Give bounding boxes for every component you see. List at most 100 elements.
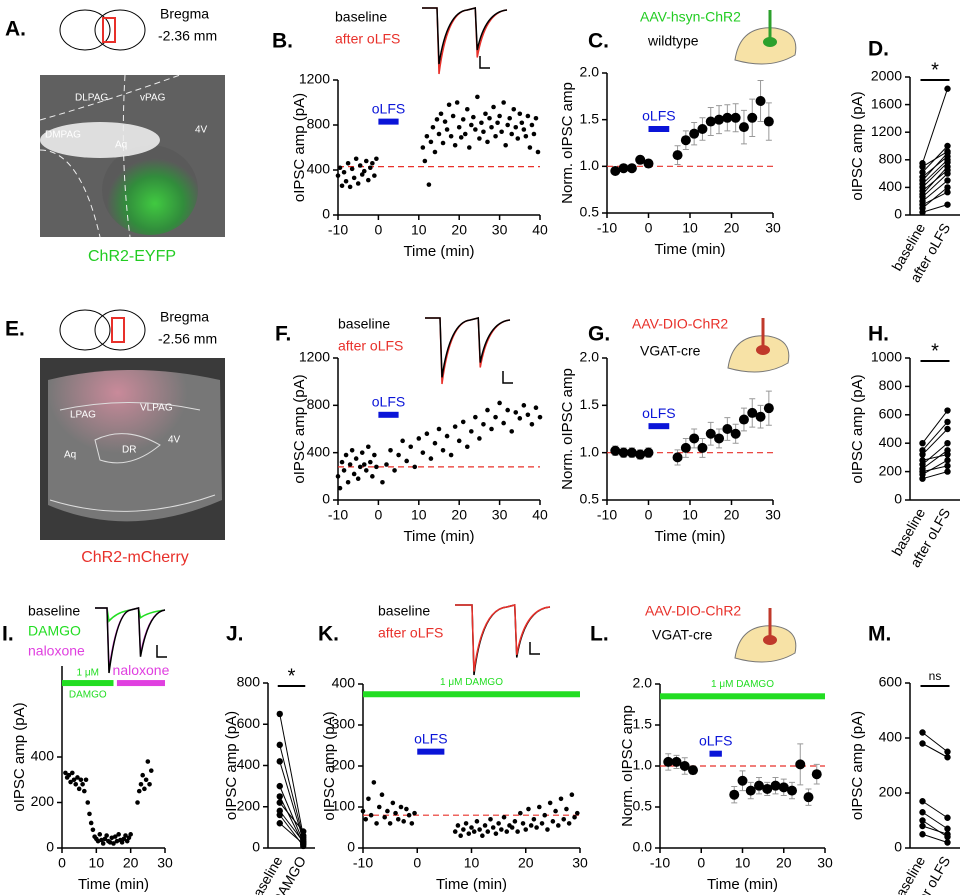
data-point <box>529 421 535 427</box>
y-tick-label: 400 <box>307 161 331 177</box>
x-tick-label: 10 <box>89 855 105 871</box>
data-point <box>438 111 444 117</box>
y-tick-label: 0 <box>252 839 260 855</box>
data-point <box>515 136 521 141</box>
data-point <box>499 827 504 832</box>
x-tick-label: 30 <box>157 855 173 871</box>
data-point <box>795 759 806 770</box>
x-tick-label: 10 <box>411 222 427 238</box>
data-point <box>944 177 951 184</box>
data-point <box>672 150 683 161</box>
treatment-label: 1 μM <box>77 668 99 679</box>
data-point <box>432 149 438 155</box>
data-point <box>944 831 951 838</box>
data-point <box>574 810 580 816</box>
data-point <box>747 112 758 123</box>
data-point <box>420 145 426 150</box>
data-point <box>370 474 375 479</box>
y-tick-label: 1600 <box>871 95 902 111</box>
x-tick-label: 0 <box>58 855 66 871</box>
data-point <box>520 821 526 826</box>
pair-line <box>922 442 948 465</box>
data-point <box>416 436 422 441</box>
data-point <box>140 772 145 778</box>
data-point <box>778 782 789 793</box>
data-point <box>680 135 691 146</box>
data-point <box>371 780 377 785</box>
annotation: VGAT-cre <box>640 343 701 359</box>
y-axis-label: oIPSC amp (pA) <box>291 374 308 483</box>
data-point <box>138 782 144 787</box>
data-point <box>523 827 529 832</box>
data-point <box>76 786 82 792</box>
data-point <box>618 447 629 458</box>
data-point <box>368 459 373 465</box>
data-point <box>353 156 359 162</box>
panel-letter: C. <box>588 30 609 53</box>
y-tick-label: 1200 <box>299 349 330 365</box>
data-point <box>679 761 690 771</box>
y-axis-label: Norm. oIPSC amp <box>559 82 576 204</box>
data-point <box>434 117 440 122</box>
treatment-label: oLFS <box>414 730 447 746</box>
pair-line <box>279 785 304 843</box>
y-tick-label: 800 <box>879 151 903 167</box>
data-point <box>547 800 553 806</box>
data-point <box>545 827 550 832</box>
data-point <box>944 407 951 414</box>
x-tick-label: 20 <box>776 855 792 871</box>
image-label: ChR2-mCherry <box>81 549 189 566</box>
data-point <box>351 471 357 477</box>
annotation: AAV-hsyn-ChR2 <box>640 9 741 25</box>
x-tick-label: -10 <box>597 220 617 236</box>
data-point <box>147 782 152 787</box>
data-point <box>572 814 577 820</box>
data-point <box>803 792 814 803</box>
y-tick-label: 200 <box>332 757 356 773</box>
data-point <box>755 411 766 422</box>
x-tick-label: 40 <box>532 222 548 238</box>
region-label: 4V <box>195 125 208 136</box>
data-point <box>919 440 926 447</box>
y-tick-label: 0 <box>894 491 902 507</box>
data-point <box>663 756 674 767</box>
pair-line <box>279 744 304 838</box>
data-point <box>517 111 523 117</box>
data-point <box>738 414 749 425</box>
pair-line <box>279 713 304 836</box>
data-point <box>63 770 68 776</box>
data-point <box>448 452 454 458</box>
legend-entry: DAMGO <box>28 623 81 639</box>
data-point <box>537 414 543 420</box>
data-point <box>643 158 654 169</box>
x-tick-label: 0 <box>645 507 653 523</box>
data-point <box>458 135 464 140</box>
data-point <box>422 158 428 164</box>
pair-line <box>922 162 948 188</box>
data-point <box>495 120 500 126</box>
data-point <box>366 444 371 450</box>
data-point <box>361 462 367 467</box>
y-tick-label: 1200 <box>871 123 902 139</box>
data-point <box>376 804 382 810</box>
y-axis-label: oIPSC amp (pA) <box>223 711 240 820</box>
x-tick-label: 20 <box>451 222 467 238</box>
data-point <box>368 165 373 171</box>
data-point <box>148 768 154 773</box>
data-point <box>363 817 369 822</box>
data-point <box>276 710 283 718</box>
data-point <box>341 468 347 473</box>
legend-entry: baseline <box>378 603 430 619</box>
y-tick-label: 200 <box>31 793 55 809</box>
x-axis-label: Time (min) <box>403 243 474 260</box>
data-point <box>919 457 926 464</box>
data-point <box>412 810 417 816</box>
data-point <box>452 142 458 148</box>
significance: ns <box>929 669 942 683</box>
brain-schematic-a <box>59 9 146 51</box>
data-point <box>762 783 773 794</box>
data-point <box>90 827 96 833</box>
data-point <box>145 759 151 764</box>
data-point <box>754 780 764 791</box>
data-point <box>488 817 493 822</box>
